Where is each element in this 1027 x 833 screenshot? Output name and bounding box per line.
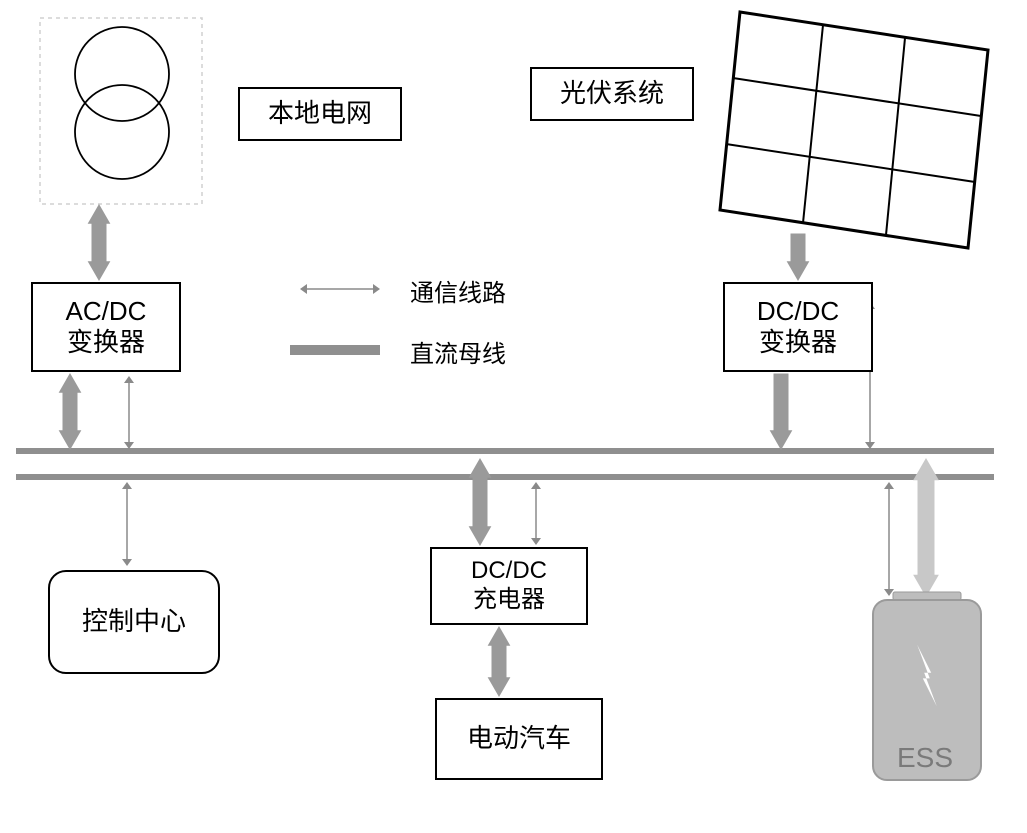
dcdc-converter-box-label: DC/DC <box>757 296 839 327</box>
comm-charger-head-top <box>531 482 541 489</box>
acdc-converter-box-label: AC/DC <box>66 296 147 327</box>
acdc-to-bus <box>60 374 81 449</box>
charger-to-ev <box>489 627 510 696</box>
ess-label: ESS <box>897 742 953 774</box>
comm-bus-control-head-top <box>122 482 132 489</box>
local-grid-box: 本地电网 <box>238 87 402 141</box>
control-center-box-label: 控制中心 <box>82 606 186 637</box>
comm-ess-head-top <box>884 482 894 489</box>
transformer-coil-1 <box>75 27 169 121</box>
control-center-box: 控制中心 <box>48 570 220 674</box>
pv-system-box-label: 光伏系统 <box>560 78 664 109</box>
transformer-to-acdc <box>89 205 110 280</box>
diagram-canvas: 本地电网光伏系统AC/DC变换器DC/DC变换器DC/DC充电器电动汽车控制中心… <box>0 0 1027 833</box>
ev-box-label: 电动汽车 <box>467 723 571 754</box>
acdc-converter-box: AC/DC变换器 <box>31 282 181 372</box>
dcdc-charger-box: DC/DC充电器 <box>430 547 588 625</box>
dcdc-charger-box-label: 充电器 <box>473 586 545 615</box>
bus-to-ess <box>914 459 938 596</box>
pv-system-box: 光伏系统 <box>530 67 694 121</box>
comm-acdc-bus-head-bottom <box>124 442 134 449</box>
transformer-frame <box>40 18 202 204</box>
local-grid-box-label: 本地电网 <box>268 98 372 129</box>
ev-box: 电动汽车 <box>435 698 603 780</box>
dcdc-to-bus <box>771 374 792 449</box>
comm-dcdc-top-head-bottom <box>865 442 875 449</box>
dcdc-converter-box: DC/DC变换器 <box>723 282 873 372</box>
legend-comm-head-l <box>300 284 307 294</box>
legend-bus-label: 直流母线 <box>410 334 506 369</box>
bus-to-charger <box>470 459 491 545</box>
transformer-coil-2 <box>75 85 169 179</box>
dcdc-converter-box-label: 变换器 <box>759 327 837 358</box>
pv-panel <box>720 12 988 248</box>
acdc-converter-box-label: 变换器 <box>67 327 145 358</box>
legend-comm-label: 通信线路 <box>410 273 506 308</box>
comm-charger-head-bottom <box>531 538 541 545</box>
pv-to-dcdc <box>788 234 809 280</box>
dcdc-charger-box-label: DC/DC <box>471 557 547 586</box>
ess-cap <box>893 592 961 600</box>
comm-acdc-bus-head-top <box>124 376 134 383</box>
comm-bus-control-head-bottom <box>122 559 132 566</box>
legend-comm-head-r <box>373 284 380 294</box>
